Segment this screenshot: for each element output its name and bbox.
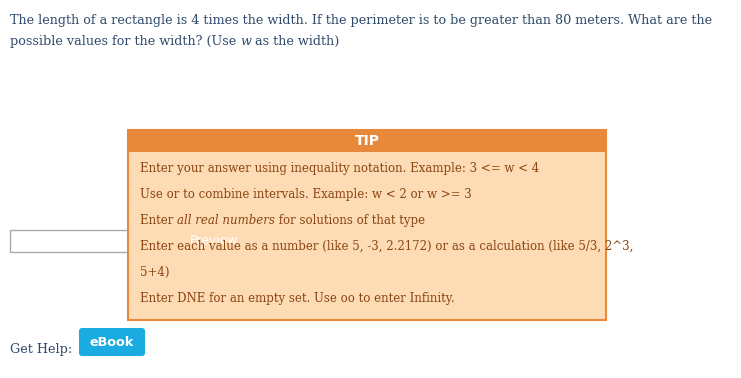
Text: all real numbers: all real numbers	[177, 214, 275, 227]
FancyBboxPatch shape	[178, 230, 250, 252]
Text: for solutions of that type: for solutions of that type	[275, 214, 425, 227]
Text: Preview: Preview	[190, 234, 239, 248]
FancyBboxPatch shape	[10, 230, 170, 252]
Text: The length of a rectangle is 4 times the width. If the perimeter is to be greate: The length of a rectangle is 4 times the…	[10, 14, 712, 27]
Text: Enter your answer using inequality notation. Example: 3 <= w < 4: Enter your answer using inequality notat…	[140, 162, 539, 175]
Text: possible values for the width? (Use: possible values for the width? (Use	[10, 35, 240, 48]
FancyBboxPatch shape	[128, 130, 606, 320]
Text: Enter DNE for an empty set. Use oo to enter Infinity.: Enter DNE for an empty set. Use oo to en…	[140, 292, 455, 305]
Text: Enter: Enter	[140, 214, 177, 227]
Text: w: w	[240, 35, 251, 48]
Text: eBook: eBook	[90, 336, 134, 349]
Text: Enter each value as a number (like 5, -3, 2.2172) or as a calculation (like 5/3,: Enter each value as a number (like 5, -3…	[140, 240, 634, 253]
FancyBboxPatch shape	[79, 328, 145, 356]
Text: TIP: TIP	[354, 134, 379, 148]
Text: as the width): as the width)	[251, 35, 339, 48]
Text: Use or to combine intervals. Example: w < 2 or w >= 3: Use or to combine intervals. Example: w …	[140, 188, 472, 201]
Text: 5+4): 5+4)	[140, 266, 170, 279]
Text: Get Help:: Get Help:	[10, 344, 73, 356]
FancyBboxPatch shape	[128, 130, 606, 152]
